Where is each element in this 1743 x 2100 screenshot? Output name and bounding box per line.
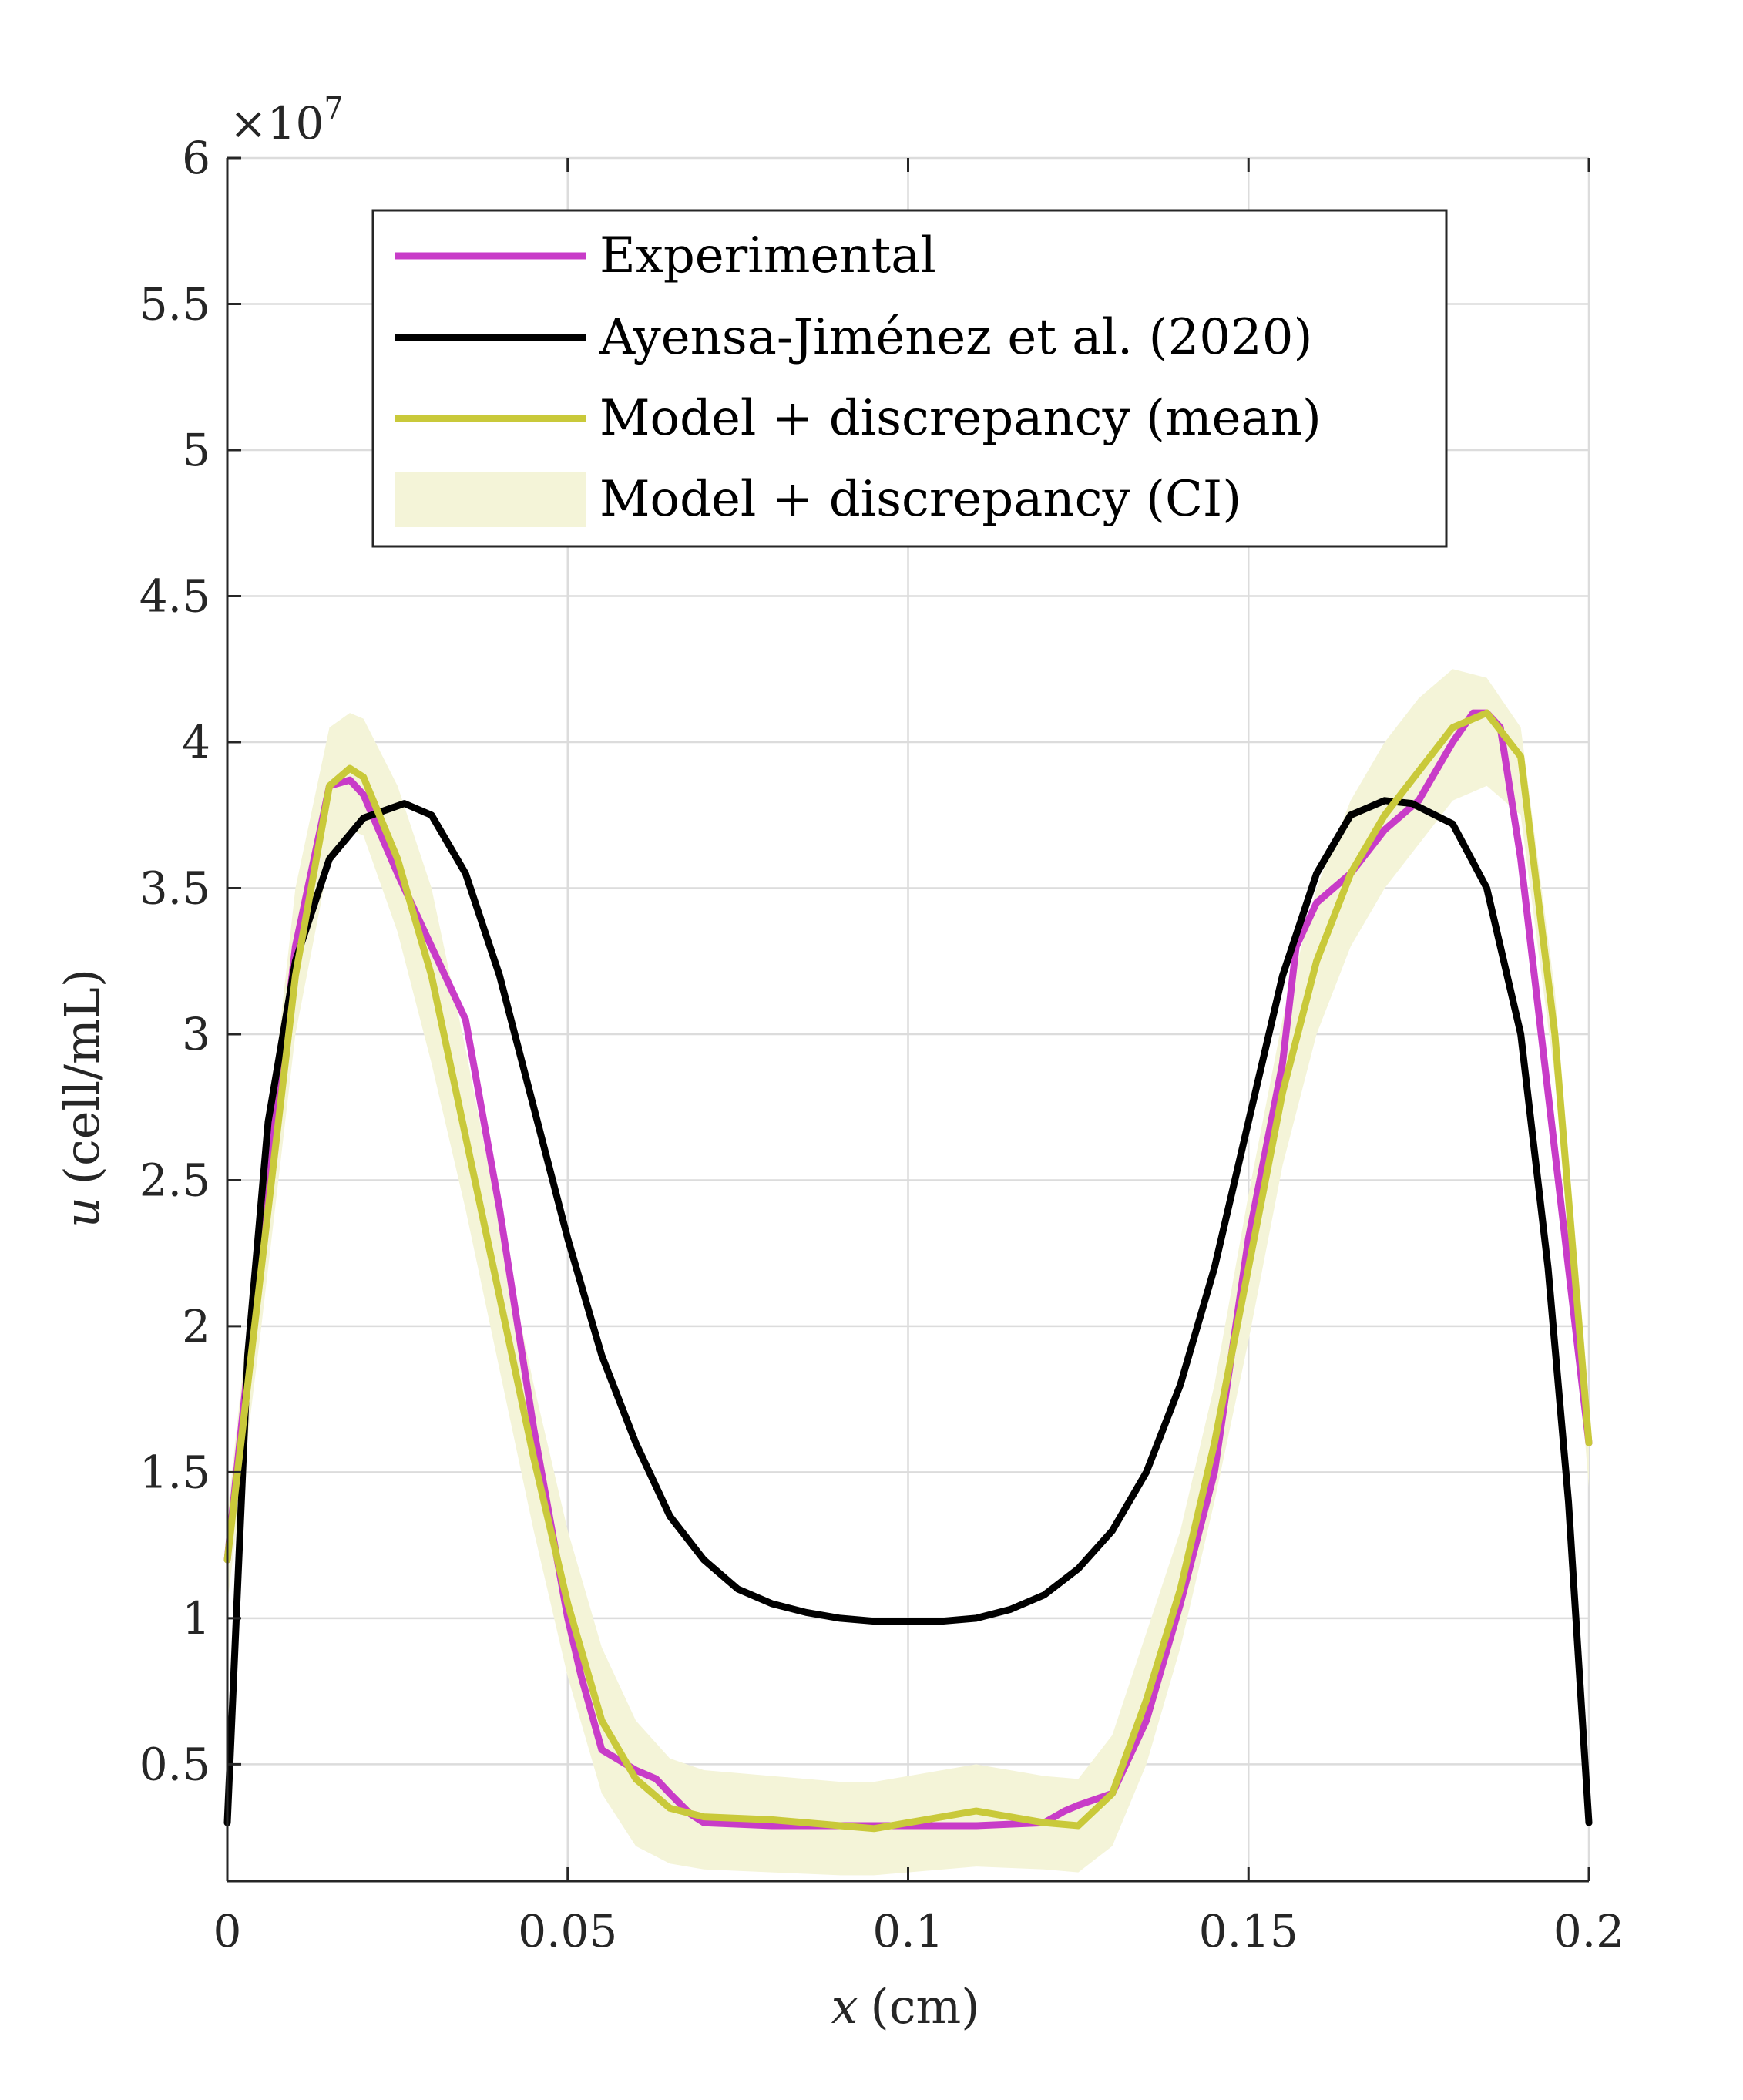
ci-band-layer	[227, 669, 1589, 1876]
x-tick-label-2: 0.1	[872, 1905, 943, 1957]
y-tick-label-6: 3.5	[139, 862, 210, 914]
series-model-ci-band	[227, 669, 1589, 1876]
x-tick-label-1: 0.05	[518, 1905, 617, 1957]
x-tick-label-3: 0.15	[1199, 1905, 1298, 1957]
series-model-mean-line	[223, 709, 1593, 1833]
x-tick-label-0: 0	[213, 1905, 242, 1957]
y-tick-label-7: 4	[182, 716, 210, 768]
y-tick-label-0: 0.5	[139, 1738, 210, 1790]
legend-label-experimental: Experimental	[599, 227, 936, 284]
y-exponent-label: ×107	[230, 91, 344, 150]
series-ayensa-line	[223, 797, 1593, 1826]
legend-label-model-ci: Model + discrepancy (CI)	[599, 471, 1241, 528]
y-tick-label-11: 6	[182, 132, 210, 184]
legend-swatch-model-ci	[395, 472, 586, 527]
x-axis-label: x (cm)	[831, 1978, 980, 2034]
y-tick-label-3: 2	[182, 1300, 210, 1352]
axes	[226, 156, 1590, 1883]
y-tick-label-10: 5.5	[139, 277, 210, 330]
legend: Experimental Ayensa-Jiménez et al. (2020…	[371, 209, 1448, 548]
legend-label-ayensa: Ayensa-Jiménez et al. (2020)	[599, 309, 1312, 366]
y-tick-label-9: 5	[182, 424, 210, 476]
x-tick-label-4: 0.2	[1553, 1905, 1624, 1957]
y-axis-label: u(cell/mL)	[54, 969, 110, 1228]
tick-labels: 0 0.05 0.1 0.15 0.2 0.5 1 1.5 2 2.5 3 3.5 4 4.5 5 5.5 6	[139, 132, 1624, 1957]
y-tick-label-2: 1.5	[139, 1446, 210, 1498]
legend-label-model-mean: Model + discrepancy (mean)	[599, 390, 1322, 447]
lines-layer	[223, 709, 1593, 1833]
y-tick-label-1: 1	[182, 1592, 210, 1645]
y-tick-label-8: 4.5	[139, 570, 210, 622]
y-tick-label-5: 3	[182, 1008, 210, 1060]
y-tick-label-4: 2.5	[139, 1154, 210, 1206]
